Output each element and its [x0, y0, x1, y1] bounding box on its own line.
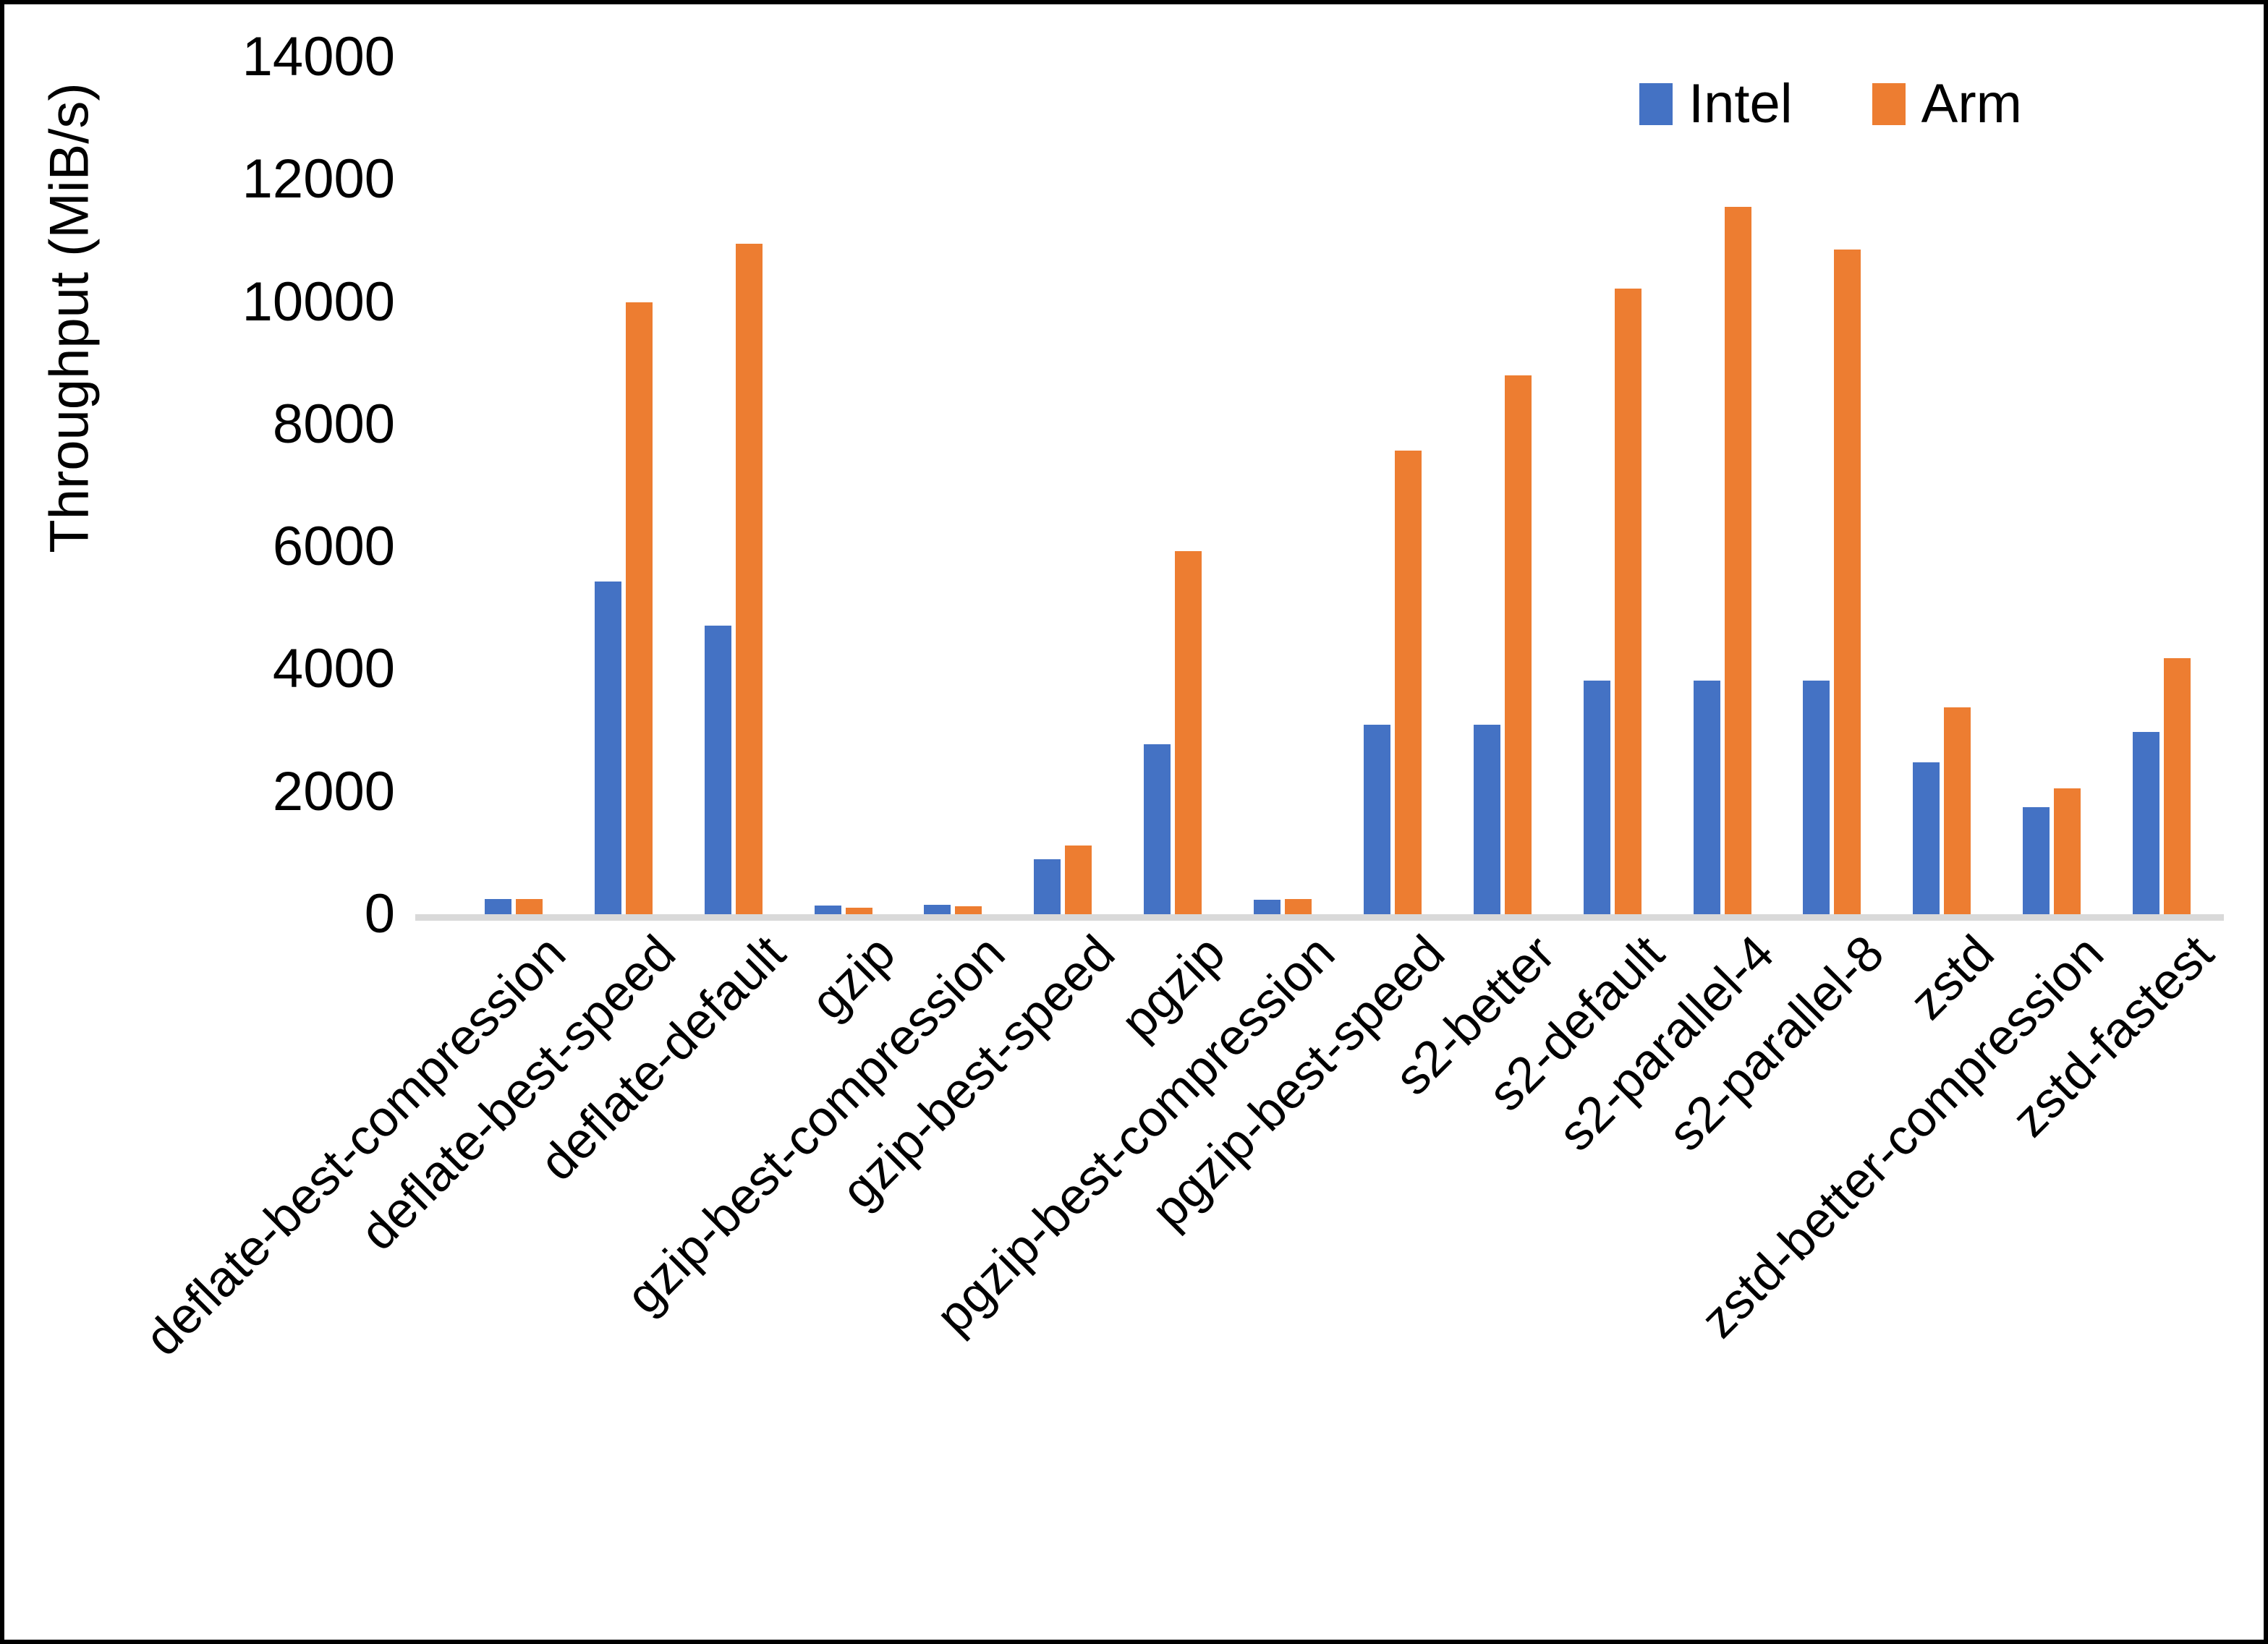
bar-intel[interactable]: [924, 905, 951, 914]
x-axis-tick-label: deflate-best-compression: [134, 924, 577, 1367]
bar-arm[interactable]: [1175, 551, 1202, 914]
y-axis-tick-4000: 4000: [272, 638, 395, 700]
bar-arm[interactable]: [955, 906, 982, 914]
bar-intel[interactable]: [2133, 731, 2160, 914]
bar-arm[interactable]: [1285, 898, 1312, 914]
legend-entry-intel[interactable]: Intel: [1639, 77, 1793, 132]
bar-group: [1778, 57, 1887, 914]
y-axis-tick-2000: 2000: [272, 760, 395, 822]
bar-arm[interactable]: [1614, 288, 1641, 914]
bar-intel[interactable]: [1693, 680, 1720, 914]
bar-arm[interactable]: [735, 244, 763, 914]
y-axis-tick-0: 0: [364, 883, 395, 945]
bar-arm[interactable]: [2054, 788, 2081, 914]
y-axis-tick-8000: 8000: [272, 393, 395, 455]
bar-groups: [459, 57, 2217, 914]
legend-label-intel: Intel: [1689, 73, 1793, 135]
bar-group: [1448, 57, 1558, 914]
bar-arm[interactable]: [1834, 249, 1861, 914]
bar-group: [1668, 57, 1778, 914]
y-axis-tick-labels: 14000 12000 10000 8000 6000 4000 2000 0: [113, 4, 417, 945]
bar-arm[interactable]: [2164, 658, 2191, 914]
bar-intel[interactable]: [1254, 899, 1281, 914]
bar-group: [789, 57, 899, 914]
bar-group: [1338, 57, 1448, 914]
bar-group: [1228, 57, 1338, 914]
bar-group: [1118, 57, 1228, 914]
bar-intel[interactable]: [1803, 680, 1830, 914]
bar-intel[interactable]: [704, 625, 731, 914]
bar-arm[interactable]: [625, 302, 653, 914]
y-axis-tick-6000: 6000: [272, 516, 395, 578]
bar-arm[interactable]: [515, 898, 543, 914]
bar-arm[interactable]: [1944, 707, 1971, 914]
legend-swatch-arm: [1872, 83, 1906, 125]
bar-group: [569, 57, 679, 914]
bar-group: [1997, 57, 2107, 914]
bar-group: [1887, 57, 1997, 914]
y-axis-title: Throughput (MiB/s): [38, 82, 101, 553]
x-axis-line: [415, 914, 2224, 921]
bar-arm[interactable]: [1394, 451, 1422, 914]
chart-legend: Intel Arm: [1639, 77, 2022, 132]
bar-arm[interactable]: [1065, 846, 1092, 914]
y-axis-tick-10000: 10000: [242, 271, 395, 333]
bar-intel[interactable]: [1363, 724, 1390, 914]
bar-arm[interactable]: [1724, 206, 1751, 914]
bar-intel[interactable]: [484, 898, 511, 914]
y-axis-tick-12000: 12000: [242, 148, 395, 210]
bar-intel[interactable]: [1473, 724, 1500, 914]
bar-group: [459, 57, 569, 914]
x-axis-tick-labels: deflate-best-compression deflate-best-spe…: [134, 924, 2224, 1577]
bar-intel[interactable]: [594, 582, 621, 914]
bar-intel[interactable]: [2023, 806, 2050, 914]
bar-intel[interactable]: [1913, 762, 1940, 914]
y-axis-tick-14000: 14000: [242, 26, 395, 88]
bar-intel[interactable]: [814, 906, 841, 914]
bar-group: [2107, 57, 2217, 914]
legend-label-arm: Arm: [1921, 73, 2022, 135]
bar-intel[interactable]: [1144, 744, 1171, 914]
bar-group: [1008, 57, 1118, 914]
legend-entry-arm[interactable]: Arm: [1872, 77, 2022, 132]
bar-group: [899, 57, 1008, 914]
bar-arm[interactable]: [1504, 375, 1532, 914]
bar-intel[interactable]: [1583, 680, 1610, 914]
bar-intel[interactable]: [1034, 859, 1061, 914]
bar-group: [1558, 57, 1668, 914]
plot-area: [415, 57, 2224, 921]
bar-arm[interactable]: [845, 907, 872, 914]
bar-group: [679, 57, 789, 914]
legend-swatch-intel: [1639, 83, 1673, 125]
